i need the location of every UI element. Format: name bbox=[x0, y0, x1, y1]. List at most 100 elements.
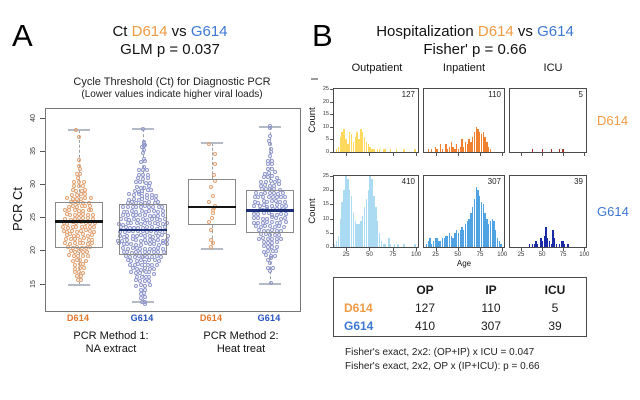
x-tick-mark bbox=[480, 248, 481, 251]
swarm-point bbox=[145, 176, 150, 181]
hist-bar bbox=[452, 238, 454, 247]
swarm-point bbox=[272, 225, 277, 230]
swarm-point bbox=[72, 250, 77, 255]
swarm-point bbox=[81, 265, 86, 270]
hist-bar bbox=[547, 238, 549, 247]
swarm-point bbox=[145, 193, 150, 198]
y-tick-label: 20 bbox=[322, 187, 329, 194]
hist-bar bbox=[450, 141, 453, 152]
swarm-point bbox=[272, 170, 277, 175]
swarm-point bbox=[138, 267, 143, 272]
swarm-point bbox=[130, 213, 135, 218]
swarm-point bbox=[155, 249, 160, 254]
hist-bar bbox=[450, 235, 453, 247]
swarm-point bbox=[147, 267, 152, 272]
median-line bbox=[246, 209, 294, 212]
panel-a-title-vs: vs bbox=[167, 23, 191, 40]
hist-bar bbox=[479, 131, 481, 152]
x-tick-mark bbox=[502, 248, 504, 251]
swarm-point bbox=[258, 224, 263, 229]
swarm-point bbox=[78, 258, 83, 263]
swarm-point bbox=[268, 190, 273, 195]
swarm-point bbox=[124, 238, 129, 243]
swarm-point bbox=[256, 195, 261, 200]
swarm-point bbox=[256, 200, 261, 205]
swarm-point bbox=[133, 238, 138, 243]
hist-bar bbox=[468, 139, 470, 152]
hist-bar bbox=[356, 224, 358, 247]
swarm-point bbox=[283, 199, 288, 204]
hist-bar bbox=[414, 149, 416, 152]
y-tick-label: 25 bbox=[322, 173, 329, 179]
hist-bar bbox=[482, 131, 485, 152]
group-label-d614-1: D614 bbox=[66, 313, 90, 323]
x-tick-mark bbox=[480, 153, 481, 156]
swarm-point bbox=[144, 168, 149, 173]
y-tick-mark bbox=[330, 190, 333, 192]
swarm-point bbox=[133, 249, 138, 254]
swarm-point bbox=[272, 183, 277, 188]
x-tick-mark bbox=[584, 153, 586, 156]
swarm-point bbox=[73, 212, 78, 217]
median-line bbox=[55, 220, 103, 223]
hist-bar bbox=[376, 149, 379, 152]
box bbox=[188, 178, 236, 225]
hist-bar bbox=[360, 129, 362, 152]
swarm-point bbox=[85, 234, 90, 239]
swarm-point bbox=[136, 217, 141, 222]
hist-bar bbox=[345, 176, 347, 247]
swarm-point bbox=[147, 208, 152, 213]
hist-bar bbox=[343, 190, 345, 247]
swarm-point bbox=[212, 173, 217, 178]
fisher-line-1: Fisher's exact, 2x2: (OP+IP) x ICU = 0.0… bbox=[345, 347, 535, 358]
swarm-point bbox=[146, 275, 151, 280]
hist-bar bbox=[431, 244, 433, 247]
swarm-point bbox=[133, 201, 138, 206]
hist-bar bbox=[543, 235, 546, 247]
y-tick-label: 15 bbox=[322, 201, 329, 208]
fisher-line-2: Fisher's exact, 2x2, OP x (IP+ICU): p = … bbox=[345, 360, 540, 372]
swarm-point bbox=[120, 238, 125, 243]
hist-bar bbox=[461, 227, 463, 247]
hist-bar bbox=[477, 190, 479, 247]
swarm-point bbox=[155, 238, 160, 243]
hist-bar bbox=[550, 149, 552, 152]
swarm-point bbox=[282, 215, 287, 220]
y-tick-mark bbox=[330, 89, 333, 90]
swarm-point bbox=[135, 275, 140, 280]
swarm-point bbox=[155, 210, 160, 215]
hist-bar bbox=[456, 144, 458, 152]
hist-bar bbox=[388, 238, 390, 247]
swarm-point bbox=[276, 182, 281, 187]
swarm-point bbox=[268, 124, 273, 129]
swarm-point bbox=[261, 198, 266, 203]
hist-bar bbox=[489, 149, 492, 152]
swarm-point bbox=[134, 284, 139, 289]
swarm-point bbox=[157, 218, 162, 223]
hist-bar bbox=[356, 131, 358, 152]
y-tick-label: 0 bbox=[325, 149, 329, 155]
swarm-point bbox=[149, 188, 154, 193]
hist-bar bbox=[393, 244, 396, 247]
hist-bar bbox=[403, 244, 405, 247]
x-tick-mark bbox=[369, 153, 371, 156]
swarm-point bbox=[80, 184, 85, 189]
whisker-cap-upper bbox=[259, 125, 281, 128]
swarm-point bbox=[131, 216, 136, 221]
hist-bar bbox=[369, 146, 371, 152]
hist-bar bbox=[486, 218, 488, 247]
swarm-point bbox=[275, 191, 280, 196]
hist-bar bbox=[347, 178, 349, 247]
hist-bar bbox=[395, 149, 398, 152]
swarm-point bbox=[138, 287, 143, 292]
x-tick-mark bbox=[416, 248, 418, 251]
swarm-point bbox=[263, 252, 268, 257]
hist-bar bbox=[350, 195, 353, 247]
hist-bar bbox=[477, 129, 479, 152]
swarm-point bbox=[138, 179, 143, 184]
hist-bar bbox=[358, 139, 360, 152]
swarm-point bbox=[156, 222, 161, 227]
y-tick-mark bbox=[330, 114, 333, 116]
hist-bar bbox=[459, 229, 461, 247]
swarm-point bbox=[265, 199, 270, 204]
